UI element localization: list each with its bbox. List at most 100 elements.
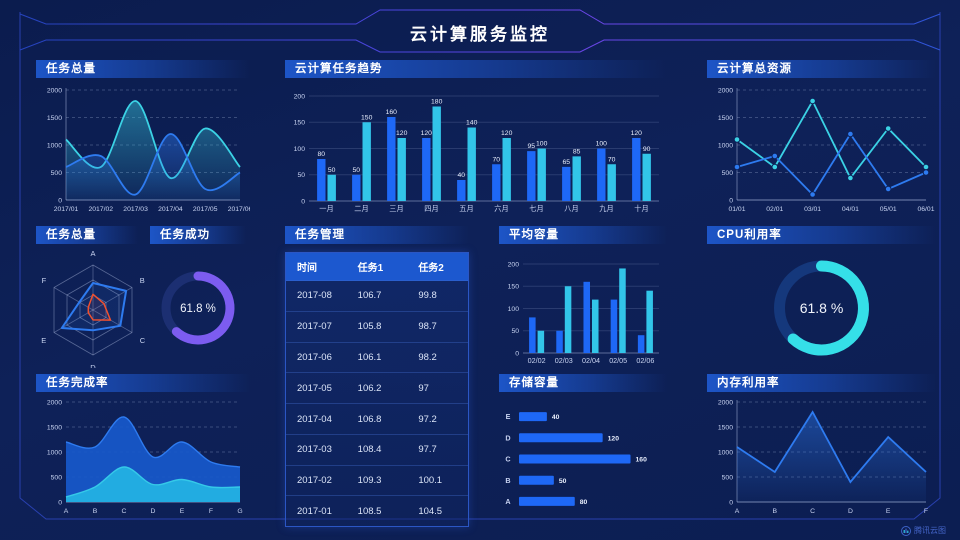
- panel-cloud-total-resource: 云计算总资源 0 500 1000 1500 2000 01/01 02/01 03/01 04…: [707, 60, 936, 214]
- table-header-cell: 任务2: [407, 253, 468, 281]
- svg-text:八月: 八月: [564, 204, 578, 213]
- panel-title-cpu-usage: CPU利用率: [707, 226, 936, 244]
- svg-text:500: 500: [722, 474, 734, 481]
- table-cell: 109.3: [346, 464, 408, 496]
- table-cell: 97.2: [407, 403, 468, 435]
- svg-text:2017/06: 2017/06: [228, 206, 250, 213]
- svg-text:100: 100: [536, 141, 548, 148]
- svg-text:100: 100: [294, 146, 306, 153]
- panel-title-task-manage: 任务管理: [285, 226, 469, 244]
- svg-text:2000: 2000: [47, 87, 62, 94]
- svg-text:85: 85: [573, 148, 581, 155]
- svg-text:150: 150: [361, 114, 373, 121]
- svg-text:A: A: [735, 508, 740, 515]
- svg-text:十月: 十月: [634, 204, 648, 213]
- table-cell: 2017-03: [286, 433, 347, 466]
- svg-text:65: 65: [563, 159, 571, 166]
- svg-text:七月: 七月: [529, 204, 543, 213]
- svg-text:D: D: [151, 508, 156, 515]
- svg-text:200: 200: [294, 93, 306, 100]
- table-cell: 2017-05: [286, 372, 347, 404]
- panel-avg-capacity: 平均容量 0 50 100 150 200 02/02 02/03 02/04 02/05 02/…: [499, 226, 667, 368]
- svg-text:E: E: [180, 508, 185, 515]
- svg-text:2017/05: 2017/05: [193, 206, 218, 213]
- svg-text:A: A: [64, 508, 69, 515]
- panel-task-success: 任务成功 61.8 %: [150, 226, 246, 368]
- svg-text:0: 0: [301, 198, 305, 205]
- svg-text:500: 500: [722, 170, 734, 177]
- table-cell: 108.4: [346, 433, 408, 466]
- svg-text:0: 0: [58, 499, 62, 506]
- svg-text:E: E: [886, 508, 891, 515]
- svg-text:02/02: 02/02: [528, 356, 546, 365]
- svg-text:C: C: [505, 455, 510, 464]
- svg-text:1500: 1500: [718, 115, 733, 122]
- table-cell: 98.2: [407, 341, 468, 373]
- table-header-cell: 时间: [286, 253, 347, 281]
- svg-text:500: 500: [51, 170, 63, 177]
- table-cell: 106.2: [346, 372, 408, 404]
- svg-text:2000: 2000: [47, 399, 62, 406]
- panel-task-manage: 任务管理 时间 任务1 任务2 2017-08 106.7 99.8 2017-07 105…: [285, 226, 469, 528]
- svg-text:100: 100: [596, 141, 608, 148]
- svg-text:E: E: [506, 412, 511, 421]
- svg-text:二月: 二月: [354, 204, 368, 213]
- table-cell: 2017-04: [286, 403, 347, 435]
- svg-text:150: 150: [508, 284, 520, 291]
- svg-text:三月: 三月: [389, 204, 403, 213]
- svg-text:0: 0: [58, 197, 62, 204]
- svg-text:50: 50: [297, 172, 305, 179]
- svg-text:C: C: [122, 508, 127, 515]
- svg-text:1500: 1500: [47, 424, 62, 431]
- svg-text:1500: 1500: [47, 115, 62, 122]
- table-cell: 99.8: [407, 280, 468, 312]
- svg-text:04/01: 04/01: [842, 206, 859, 213]
- table-cell: 100.1: [407, 464, 468, 496]
- svg-text:500: 500: [51, 474, 63, 481]
- svg-text:D: D: [90, 363, 96, 368]
- svg-text:0: 0: [729, 499, 733, 506]
- table-row: 2017-06 106.1 98.2: [286, 341, 468, 373]
- svg-text:200: 200: [508, 261, 520, 268]
- svg-text:A: A: [505, 497, 510, 506]
- svg-text:六月: 六月: [494, 204, 508, 213]
- svg-text:02/05: 02/05: [609, 356, 627, 365]
- svg-text:2017/02: 2017/02: [89, 206, 114, 213]
- svg-text:02/01: 02/01: [766, 206, 783, 213]
- panel-task-total-radar: 任务总量 A B C D E F: [36, 226, 154, 368]
- svg-text:F: F: [209, 508, 213, 515]
- table-cell: 106.1: [346, 341, 408, 373]
- svg-text:2000: 2000: [718, 87, 733, 94]
- svg-text:1000: 1000: [718, 142, 733, 149]
- table-row: 2017-04 106.8 97.2: [286, 403, 468, 435]
- svg-text:01/01: 01/01: [728, 206, 745, 213]
- table-cell: 106.7: [346, 280, 408, 312]
- table-row: 2017-05 106.2 97: [286, 372, 468, 404]
- table-row: 2017-03 108.4 97.7: [286, 433, 468, 466]
- task-success-gauge: 61.8 %: [150, 250, 246, 366]
- panel-cpu-usage: CPU利用率 61.8 %: [707, 226, 936, 368]
- task-total-line-chart: 0 500 1000 1500 2000 2017/01 2017/02 2017/03 201…: [36, 82, 250, 214]
- svg-text:2017/03: 2017/03: [123, 206, 148, 213]
- svg-text:A: A: [90, 249, 95, 258]
- page-title: 云计算服务监控: [410, 25, 550, 44]
- svg-text:80: 80: [318, 151, 326, 158]
- svg-text:95: 95: [528, 143, 536, 150]
- svg-text:B: B: [773, 508, 778, 515]
- svg-text:40: 40: [552, 414, 560, 421]
- svg-text:02/03: 02/03: [555, 356, 573, 365]
- panel-task-total-line: 任务总量 0 500 1000 1500 2000 2017/01 2017/02 2017/…: [36, 60, 250, 214]
- table-cell: 97: [407, 372, 468, 404]
- svg-text:150: 150: [294, 120, 306, 127]
- panel-title-cloud-task-trend: 云计算任务趋势: [285, 60, 667, 78]
- svg-text:D: D: [505, 433, 510, 442]
- watermark: 腾讯云图: [901, 525, 946, 536]
- memory-usage-chart: 0 500 1000 1500 2000 A B C D E F: [707, 394, 936, 516]
- svg-text:B: B: [140, 276, 145, 285]
- svg-text:80: 80: [580, 499, 588, 506]
- svg-text:61.8 %: 61.8 %: [800, 300, 844, 316]
- table-cell: 2017-07: [286, 310, 347, 343]
- svg-text:2017/04: 2017/04: [158, 206, 183, 213]
- svg-text:1500: 1500: [718, 424, 733, 431]
